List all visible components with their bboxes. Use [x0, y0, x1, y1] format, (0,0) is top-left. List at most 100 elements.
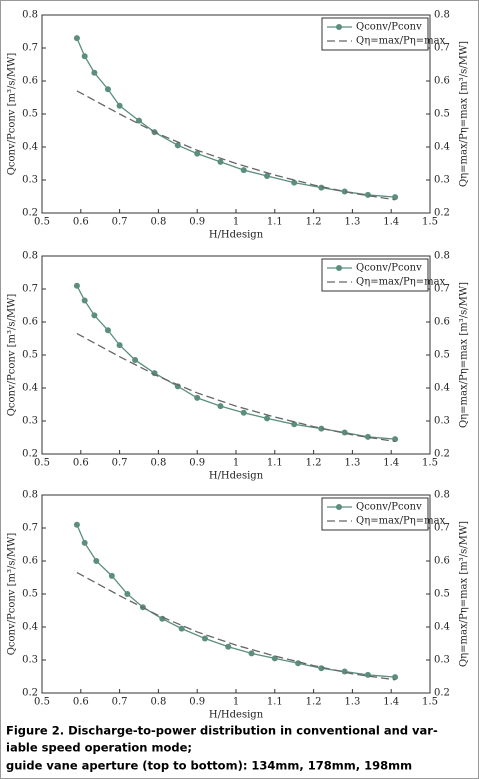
y-tick-label: 0.7 — [22, 284, 38, 295]
marker — [295, 660, 302, 667]
x-tick-label: 1.3 — [344, 697, 360, 708]
y-tick-label: 0.3 — [22, 175, 38, 186]
legend-box — [321, 17, 429, 51]
y2-tick-label: 0.4 — [434, 383, 450, 394]
y2-tick-label: 0.2 — [434, 688, 450, 699]
series-line — [76, 332, 396, 443]
y-axis-label: Qconv/Pconv [m³/s/MW] — [7, 53, 18, 176]
y2-axis-label: Qη=max/Pη=max [m³/s/MW] — [459, 521, 470, 667]
y-tick-label: 0.6 — [22, 556, 38, 567]
y-tick-label: 0.3 — [22, 416, 38, 427]
y-tick-label: 0.4 — [22, 383, 38, 394]
x-axis-label: H/Hdesign — [209, 471, 264, 482]
series-line — [76, 285, 396, 440]
marker — [81, 53, 88, 60]
marker — [116, 342, 123, 349]
x-tick-label: 1.4 — [383, 217, 399, 228]
y-tick-label: 0.5 — [22, 589, 38, 600]
y2-tick-label: 0.3 — [434, 655, 450, 666]
series-line — [76, 90, 396, 201]
x-tick-label: 1.1 — [267, 217, 283, 228]
marker — [264, 415, 271, 422]
y2-tick-label: 0.6 — [434, 76, 450, 87]
x-tick-label: 1.5 — [422, 217, 438, 228]
marker — [136, 117, 142, 124]
x-tick-label: 0.6 — [73, 458, 89, 469]
marker — [264, 173, 271, 180]
x-tick-label: 1.2 — [306, 697, 322, 708]
marker — [124, 591, 131, 597]
marker — [341, 429, 348, 436]
marker — [194, 394, 201, 401]
x-tick-label: 0.7 — [112, 217, 128, 228]
y-tick-label: 0.8 — [22, 10, 38, 21]
marker — [81, 297, 88, 304]
legend-marker — [336, 265, 342, 271]
marker — [364, 433, 371, 440]
y-tick-label: 0.5 — [22, 350, 38, 361]
x-tick-label: 1.3 — [344, 458, 360, 469]
y-tick-label: 0.2 — [22, 449, 38, 460]
x-tick-label: 1.1 — [267, 458, 283, 469]
y-tick-label: 0.4 — [22, 142, 38, 153]
marker — [104, 327, 111, 334]
x-tick-label: 0.7 — [112, 458, 128, 469]
marker — [240, 409, 247, 416]
y2-tick-label: 0.6 — [434, 556, 450, 567]
marker — [174, 142, 181, 149]
x-tick-label: 0.9 — [189, 458, 205, 469]
x-tick-label: 0.8 — [150, 697, 166, 708]
marker — [225, 643, 232, 650]
series-line — [76, 571, 396, 681]
marker — [341, 188, 348, 195]
marker — [201, 635, 208, 642]
marker — [392, 674, 399, 681]
y2-tick-label: 0.5 — [434, 589, 450, 600]
marker — [248, 650, 255, 657]
y-tick-label: 0.4 — [22, 622, 38, 633]
marker — [108, 572, 115, 579]
caption-line: guide vane aperture (top to bottom): 134… — [6, 759, 412, 773]
marker — [116, 102, 123, 109]
marker — [73, 35, 80, 42]
y2-tick-label: 0.5 — [434, 109, 450, 120]
legend-label: Qconv/Pconv — [356, 263, 422, 274]
marker — [318, 184, 325, 191]
y-tick-label: 0.6 — [22, 76, 38, 87]
marker — [194, 150, 201, 157]
x-tick-label: 0.5 — [34, 217, 50, 228]
marker — [81, 539, 88, 546]
marker — [178, 625, 185, 632]
x-tick-label: 1.3 — [344, 217, 360, 228]
x-tick-label: 0.8 — [150, 217, 166, 228]
y2-tick-label: 0.3 — [434, 175, 450, 186]
y2-tick-label: 0.2 — [434, 208, 450, 219]
legend-label: Qη=max/Pη=max — [356, 277, 446, 288]
marker — [240, 167, 247, 174]
series-line — [76, 524, 396, 678]
x-tick-label: 0.7 — [112, 697, 128, 708]
y2-tick-label: 0.6 — [434, 317, 450, 328]
marker — [217, 403, 224, 410]
legend-label: Qconv/Pconv — [356, 22, 422, 33]
y2-tick-label: 0.8 — [434, 490, 450, 501]
marker — [104, 86, 111, 93]
x-tick-label: 1.4 — [383, 458, 399, 469]
x-tick-label: 1 — [233, 697, 239, 708]
legend-label: Qη=max/Pη=max — [356, 516, 446, 527]
y-tick-label: 0.2 — [22, 208, 38, 219]
x-tick-label: 1 — [233, 458, 239, 469]
y-tick-label: 0.2 — [22, 688, 38, 699]
x-axis-label: H/Hdesign — [209, 230, 264, 241]
marker — [392, 194, 399, 201]
marker — [318, 425, 325, 432]
legend-marker — [336, 504, 342, 510]
marker — [291, 421, 298, 428]
x-tick-label: 1.2 — [306, 458, 322, 469]
x-tick-label: 1.2 — [306, 217, 322, 228]
x-tick-label: 1.4 — [383, 697, 399, 708]
marker — [91, 312, 98, 319]
series-line — [76, 37, 396, 198]
